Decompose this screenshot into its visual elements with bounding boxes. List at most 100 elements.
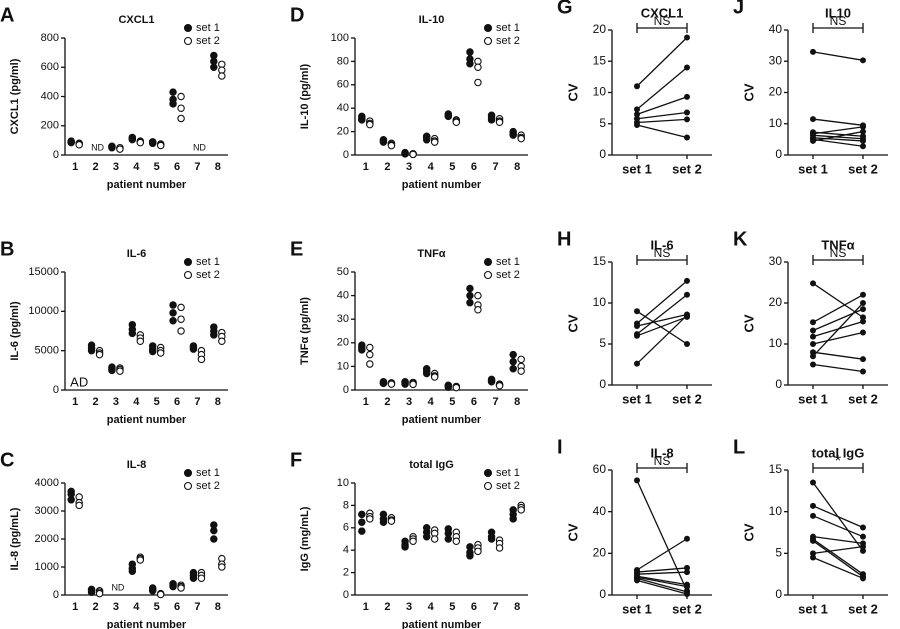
dot-set2 xyxy=(495,118,504,126)
dot-set1 xyxy=(401,543,409,551)
dot-set2 xyxy=(517,506,525,514)
dot-set1 xyxy=(422,533,431,541)
pair-dot xyxy=(634,83,640,90)
dot-set1 xyxy=(210,63,218,72)
panel-title: CXCL1 xyxy=(118,14,154,26)
y-axis-label: CV xyxy=(741,314,756,332)
pair-dot xyxy=(860,128,866,135)
dot-set2 xyxy=(116,145,124,153)
y-tick-label: 0 xyxy=(599,587,606,601)
y-axis-label: CXCL1 (pg/ml) xyxy=(9,58,21,134)
panel-title: total IgG xyxy=(409,459,454,471)
dot-set1 xyxy=(509,365,517,373)
x-axis-label: patient number xyxy=(107,179,187,191)
pair-line xyxy=(812,546,864,554)
x-tick-label: set 2 xyxy=(848,391,878,406)
pair-dot xyxy=(860,306,866,313)
x-tick-label: 7 xyxy=(493,161,499,173)
pair-dot xyxy=(810,353,816,360)
x-tick-label: 3 xyxy=(113,601,119,613)
pair-dot xyxy=(684,564,690,571)
legend-label: set 1 xyxy=(496,467,520,479)
x-tick-label: 8 xyxy=(215,161,221,173)
x-tick-label: set 2 xyxy=(672,601,702,616)
y-tick-label: 1000 xyxy=(35,561,59,573)
pair-line xyxy=(636,567,688,573)
dot-set1 xyxy=(169,309,177,317)
pair-line xyxy=(812,538,864,575)
pair-dot xyxy=(634,360,640,367)
annotation: ND xyxy=(91,142,104,152)
x-tick-label: set 1 xyxy=(622,391,652,406)
pair-dot xyxy=(860,314,866,321)
x-axis-label: patient number xyxy=(107,414,187,426)
pair-dot xyxy=(634,106,640,113)
significance: NS xyxy=(654,14,671,28)
dot-set1 xyxy=(509,350,517,359)
panel-title: total IgG xyxy=(812,445,865,460)
dot-set2 xyxy=(409,380,417,389)
pair-dot xyxy=(860,57,866,64)
dot-set1 xyxy=(169,301,177,309)
dot-set1 xyxy=(189,345,198,353)
dot-set2 xyxy=(474,306,482,314)
y-tick-label: 2000 xyxy=(35,533,59,545)
dot-set1 xyxy=(108,143,116,152)
x-axis-label: patient number xyxy=(107,619,187,629)
dot-set1 xyxy=(169,88,177,96)
pair-dot xyxy=(634,322,640,329)
legend-label: set 2 xyxy=(196,269,220,281)
y-tick-label: 50 xyxy=(337,266,349,278)
y-tick-label: 5 xyxy=(775,546,782,560)
y-tick-label: 0 xyxy=(599,377,606,391)
pair-dot xyxy=(684,581,690,588)
pair-line xyxy=(636,118,688,124)
legend-marker xyxy=(483,257,493,267)
dot-set2 xyxy=(366,120,374,129)
x-tick-label: 6 xyxy=(471,396,477,408)
x-tick-label: 1 xyxy=(363,161,369,173)
pair-dot xyxy=(684,291,690,298)
y-axis-label: CV xyxy=(565,314,580,332)
pair-line xyxy=(812,540,864,578)
dot-set2 xyxy=(136,556,145,564)
x-tick-label: set 2 xyxy=(672,161,702,176)
x-tick-label: 8 xyxy=(514,396,520,408)
x-tick-label: 4 xyxy=(428,161,435,173)
y-tick-label: 60 xyxy=(593,462,607,476)
pair-dot xyxy=(860,543,866,550)
pair-line xyxy=(812,515,864,538)
pair-dot xyxy=(860,300,866,306)
dot-set2 xyxy=(197,355,206,364)
y-tick-label: 10 xyxy=(769,336,783,350)
y-tick-label: 80 xyxy=(337,55,349,67)
x-tick-label: set 1 xyxy=(622,601,652,616)
y-tick-label: 40 xyxy=(593,504,607,518)
dot-set2 xyxy=(177,104,185,112)
y-tick-label: 30 xyxy=(769,53,783,67)
x-tick-label: 4 xyxy=(133,396,140,408)
pair-line xyxy=(812,536,864,544)
dot-set1 xyxy=(358,510,366,519)
y-tick-label: 10 xyxy=(337,360,349,372)
x-tick-label: 1 xyxy=(72,601,78,613)
dot-set2 xyxy=(197,574,206,582)
y-tick-label: 0 xyxy=(775,147,782,161)
y-axis-label: CV xyxy=(565,83,580,101)
pair-line xyxy=(636,96,688,115)
y-tick-label: 0 xyxy=(343,384,349,396)
pair-dot xyxy=(684,116,690,123)
y-tick-label: 10 xyxy=(337,477,349,489)
dot-set2 xyxy=(366,515,374,523)
dot-set1 xyxy=(422,369,431,378)
panel-letter: J xyxy=(733,0,744,18)
pair-line xyxy=(636,294,688,335)
dot-set1 xyxy=(379,138,388,146)
dot-set1 xyxy=(169,100,177,108)
pair-line xyxy=(636,579,688,595)
panel-title: IL-6 xyxy=(127,248,147,260)
y-tick-label: 5 xyxy=(599,116,606,130)
pair-dot xyxy=(634,122,640,128)
dot-set1 xyxy=(444,535,453,543)
legend-marker xyxy=(183,481,193,491)
